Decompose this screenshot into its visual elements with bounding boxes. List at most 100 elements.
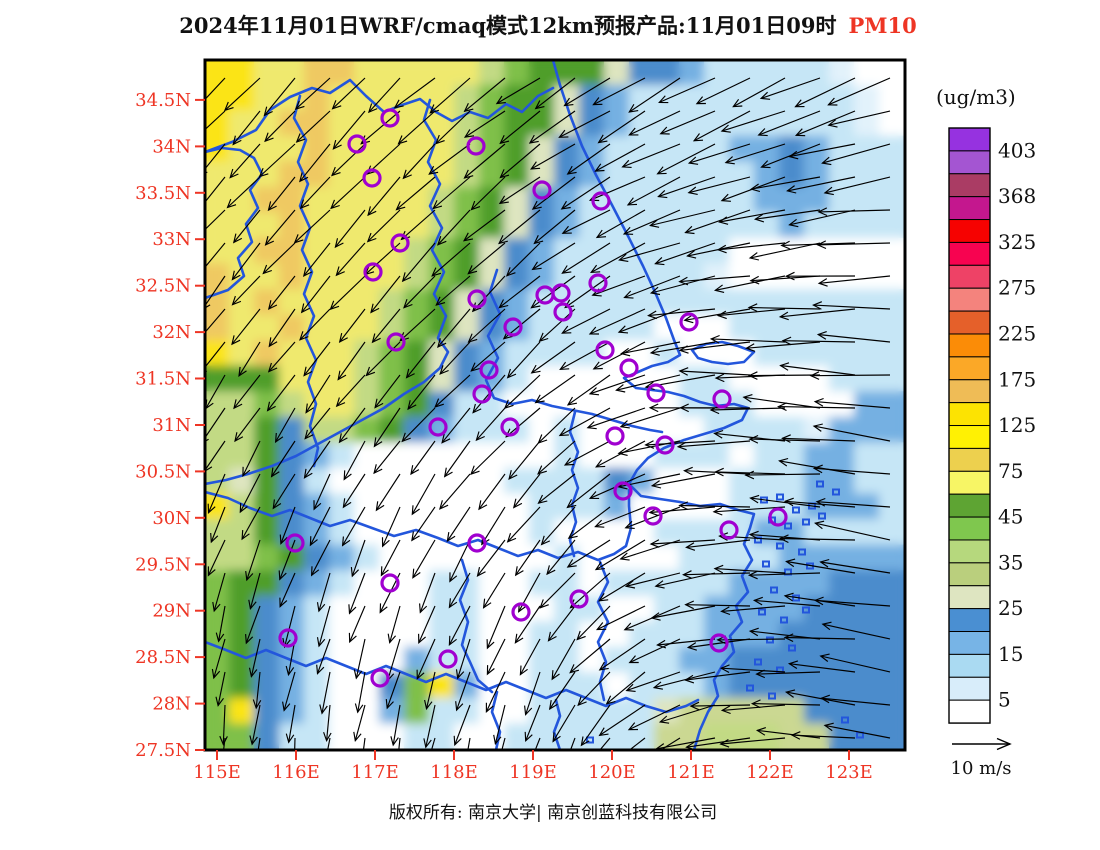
lat-label: 29.5N [135,554,191,575]
title-main: 2024年11月01日WRF/cmaq模式12km预报产品:11月01日09时 [179,13,836,38]
contour-cell [279,391,306,419]
contour-cell [779,697,806,726]
contour-cell [704,442,731,470]
contour-cell [404,263,431,291]
contour-cell [679,186,706,215]
contour-cell [379,621,406,649]
contour-cell [604,60,631,87]
contour-cell [229,544,256,573]
contour-cell [779,289,806,317]
contour-cell [804,314,831,343]
contour-cell [579,110,606,138]
contour-cell [604,289,631,317]
contour-cell [729,84,756,113]
contour-cell [379,340,406,368]
contour-cell [329,186,356,215]
contour-cell [504,263,531,291]
contour-cell [729,186,756,215]
contour-cell [554,135,581,164]
contour-cell [354,135,381,164]
contour-cell [704,365,731,394]
contour-cell [205,186,231,215]
contour-cell [779,723,806,750]
colorbar-segment [948,402,991,427]
contour-cell [654,646,681,675]
contour-cell [404,493,431,521]
contour-cell [629,340,656,368]
contour-cell [804,570,831,598]
contour-cell [754,391,781,419]
colorbar-label: 45 [998,505,1023,529]
contour-cell [454,493,481,521]
contour-cell [254,493,281,521]
contour-cell [404,544,431,573]
contour-cell [779,314,806,343]
contour-cell [279,493,306,521]
contour-cell [529,212,556,240]
contour-cell [854,570,881,598]
contour-cell [205,519,231,547]
contour-cell [254,519,281,547]
colorbar-segment [948,219,991,243]
lon-label: 118E [430,762,478,783]
contour-cell [504,237,531,266]
contour-cell [779,84,806,113]
contour-cell [579,416,606,445]
contour-cell [754,723,781,750]
colorbar-segment [948,447,991,472]
colorbar-label: 125 [998,413,1036,437]
contour-cell [879,595,905,624]
lon-label: 119E [509,762,557,783]
contour-cell [229,621,256,649]
contour-cell [629,84,656,113]
contour-cell [479,595,506,624]
contour-cell [404,161,431,189]
colorbar-segment [948,264,991,289]
contour-cell [879,697,905,726]
colorbar-segment [948,356,991,381]
contour-cell [829,595,856,624]
contour-cell [754,340,781,368]
contour-cell [429,723,456,750]
lat-label: 34N [152,136,191,157]
colorbar-segment [948,470,991,495]
contour-cell [554,570,581,598]
contour-cell [704,161,731,189]
contour-cell [354,289,381,317]
contour-cell [254,314,281,343]
contour-cell [404,697,431,726]
colorbar-label: 15 [998,642,1023,666]
contour-cell [529,493,556,521]
contour-cell [854,135,881,164]
contour-cell [554,621,581,649]
contour-cell [454,186,481,215]
contour-cell [379,289,406,317]
contour-cell [379,263,406,291]
colorbar-segment [948,653,991,678]
contour-cell [205,416,231,445]
lon-label: 122E [746,762,794,783]
contour-cell [379,161,406,189]
contour-cell [654,212,681,240]
contour-cell [854,314,881,343]
colorbar-segment [948,310,991,335]
contour-cell [854,84,881,113]
contour-cell [829,621,856,649]
contour-cell [704,135,731,164]
contour-cell [529,161,556,189]
contour-cell [779,467,806,496]
colorbar-segment [948,425,991,449]
contour-cell [229,723,256,750]
contour-cell [779,672,806,700]
contour-cell [754,314,781,343]
contour-cell [829,442,856,470]
colorbar-label: 225 [998,322,1036,346]
contour-cell [829,161,856,189]
contour-cell [854,365,881,394]
contour-cell [854,621,881,649]
contour-cell [454,442,481,470]
contour-cell [279,467,306,496]
contour-cell [404,467,431,496]
colorbar-segment [948,379,991,404]
contour-cell [229,595,256,624]
